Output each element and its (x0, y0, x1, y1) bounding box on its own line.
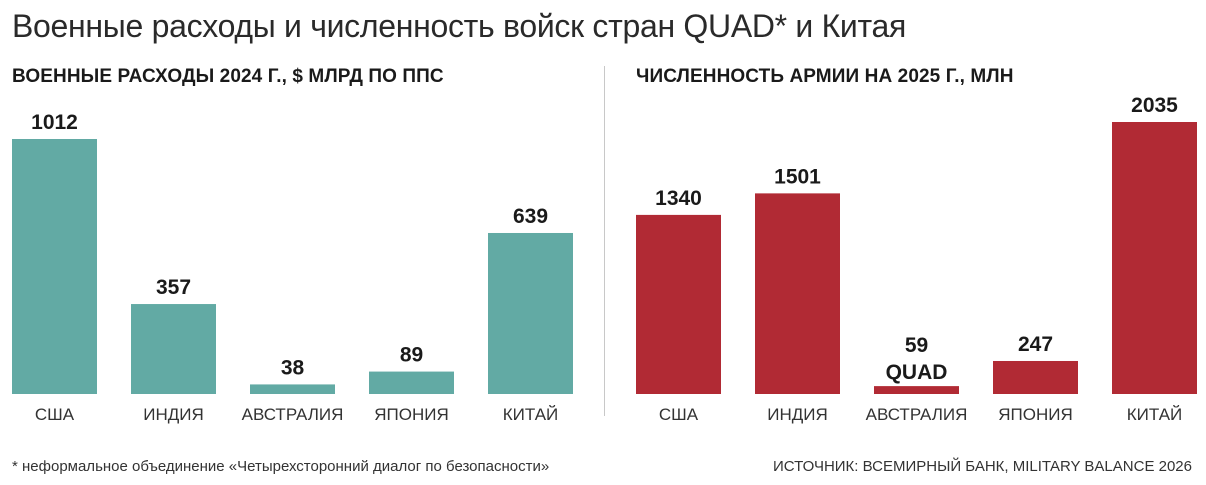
spending-bar-1 (131, 304, 216, 394)
spending-category-label-3: ЯПОНИЯ (374, 405, 449, 424)
spending-bar-0 (12, 139, 97, 394)
spending-bar-2 (250, 384, 335, 394)
spending-category-label-2: АВСТРАЛИЯ (242, 405, 344, 424)
spending-category-label-4: КИТАЙ (503, 405, 559, 424)
page-title: Военные расходы и численность войск стра… (12, 8, 907, 44)
army-category-label-2: АВСТРАЛИЯ (866, 405, 968, 424)
spending-value-label-2: 38 (281, 356, 305, 379)
spending-chart-title: ВОЕННЫЕ РАСХОДЫ 2024 Г., $ МЛРД ПО ППС (12, 66, 444, 87)
army-category-label-1: ИНДИЯ (767, 405, 828, 424)
spending-category-label-0: США (35, 405, 75, 424)
spending-value-label-3: 89 (400, 344, 423, 367)
spending-value-label-1: 357 (156, 276, 191, 299)
army-bar-4 (1112, 122, 1197, 394)
army-value-label-1: 1501 (774, 165, 821, 188)
army-category-label-3: ЯПОНИЯ (998, 405, 1073, 424)
army-value-label-2: 59 (905, 334, 928, 357)
spending-value-label-4: 639 (513, 205, 548, 228)
army-bar-0 (636, 214, 721, 394)
army-chart-title: ЧИСЛЕННОСТЬ АРМИИ НА 2025 Г., МЛН (636, 66, 1014, 87)
spending-bar-3 (369, 371, 454, 394)
source-note: ИСТОЧНИК: ВСЕМИРНЫЙ БАНК, MILITARY BALAN… (773, 458, 1192, 475)
army-bar-1 (755, 193, 840, 394)
army-annotation: QUAD (886, 361, 948, 384)
army-bar-3 (993, 360, 1078, 394)
army-bar-2 (874, 386, 959, 394)
army-category-label-0: США (659, 405, 699, 424)
spending-bar-chart: 1012 США 357 ИНДИЯ 38 АВСТРАЛИЯ 89 ЯПОНИЯ 639 КИТ… (12, 111, 573, 424)
footnote: * неформальное объединение «Четырехсторо… (12, 458, 550, 475)
spending-bar-4 (488, 232, 573, 394)
spending-category-label-1: ИНДИЯ (143, 405, 204, 424)
chart-divider (604, 66, 605, 416)
spending-value-label-0: 1012 (31, 111, 78, 134)
army-category-label-4: КИТАЙ (1127, 405, 1183, 424)
army-value-label-3: 247 (1018, 333, 1053, 356)
army-value-label-4: 2035 (1131, 94, 1178, 117)
army-value-label-0: 1340 (655, 187, 702, 210)
